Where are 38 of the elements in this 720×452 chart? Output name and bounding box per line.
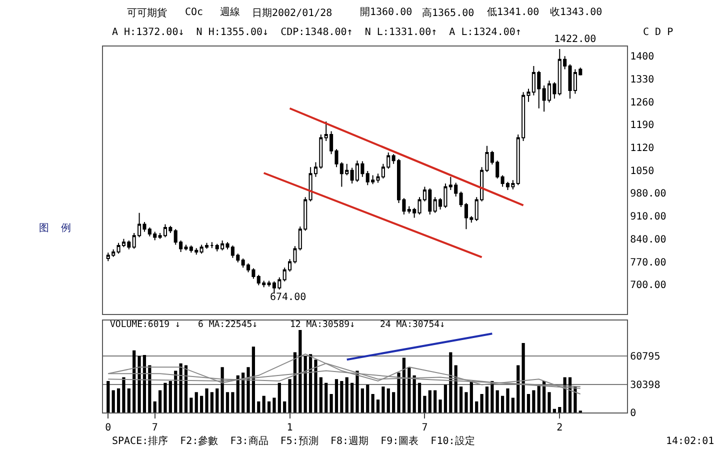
text: 低1341.00	[487, 7, 540, 18]
x-tick-label: 2	[556, 422, 563, 434]
x-tick-label: 0	[105, 422, 112, 434]
y-tick-label: 1400	[630, 52, 654, 63]
y-tick-label: 30398	[630, 380, 660, 391]
text: C D P	[643, 27, 674, 38]
y-tick-label: 1050	[630, 166, 654, 177]
text: COc	[185, 7, 204, 18]
annotation: 24 MA:30754↓	[380, 320, 446, 330]
annotation: 6 MA:22545↓	[198, 320, 258, 330]
y-tick-label: 770.00	[630, 257, 666, 268]
y-tick-label: 980.00	[630, 188, 666, 200]
annotation: 12 MA:30589↓	[290, 320, 356, 330]
text: 開1360.00	[360, 7, 412, 18]
y-tick-label: 910.00	[630, 212, 666, 223]
text: 图 例	[39, 223, 72, 234]
y-tick-label: 0	[630, 408, 636, 420]
text: A H:1372.00↓ N H:1355.00↓ CDP:1348.00↑ N L:1331.00↑ A L:1324.00↑	[112, 27, 522, 38]
y-tick-label: 700.00	[630, 280, 666, 292]
y-tick-label: 1120	[630, 143, 654, 154]
x-tick-label: 7	[422, 422, 428, 434]
y-tick-label: 840.00	[630, 234, 666, 246]
y-tick-label: 1330	[630, 74, 654, 86]
text: 收1343.00	[550, 7, 602, 18]
text: 週線	[220, 7, 240, 18]
text: 日期2002/01/28	[252, 7, 332, 19]
text: SPACE:排序 F2:參數 F3:商品 F5:預測 F8:週期 F9:圖表 F10:設定	[112, 435, 475, 447]
y-tick-label: 1260	[630, 97, 654, 108]
x-tick-label: 1	[286, 422, 293, 434]
annotation: VOLUME:6019 ↓	[110, 320, 180, 330]
text: 14:02:01	[666, 436, 714, 447]
annotation: 674.00	[270, 292, 306, 303]
y-tick-label: 60795	[630, 352, 660, 363]
text: 1422.00	[554, 34, 596, 45]
text: 高1365.00	[422, 7, 474, 19]
x-tick-label: 7	[152, 422, 158, 434]
y-tick-label: 1190	[630, 120, 654, 132]
text: 可可期貨	[127, 7, 167, 19]
